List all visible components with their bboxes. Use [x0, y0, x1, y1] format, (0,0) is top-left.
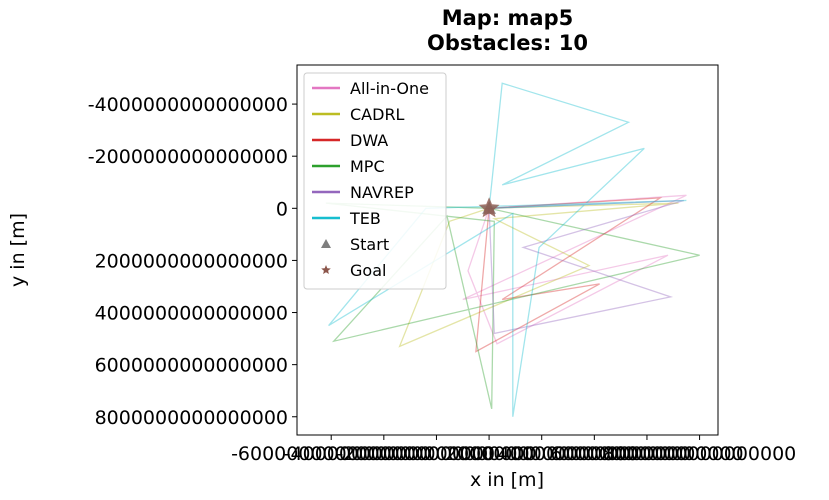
- x-tick-label: 0: [483, 443, 495, 465]
- plot-frame: [296, 64, 719, 436]
- legend-label: NAVREP: [350, 183, 414, 202]
- x-tick-label: 8000000000000000: [603, 443, 796, 465]
- x-tick-label: 6000000000000000: [550, 443, 743, 465]
- legend-label: TEB: [349, 209, 381, 228]
- legend-label: DWA: [350, 131, 388, 150]
- marker-star: [478, 197, 500, 218]
- y-tick-label: 4000000000000000: [95, 303, 288, 325]
- y-tick-label: -4000000000000000: [88, 94, 288, 116]
- legend-box: [303, 72, 447, 290]
- y-tick-label: 6000000000000000: [95, 355, 288, 377]
- x-tick-label: 4000000000000000: [498, 443, 691, 465]
- y-tick-label: 2000000000000000: [95, 250, 288, 272]
- y-axis-label: y in [m]: [7, 213, 29, 287]
- legend-label: Goal: [350, 261, 386, 280]
- trajectory: [488, 199, 684, 335]
- x-tick-label: -4000000000000000: [284, 443, 484, 465]
- legend-label: Start: [350, 235, 389, 254]
- x-tick-label: -2000000000000000: [336, 443, 536, 465]
- legend-marker: [321, 265, 331, 274]
- y-tick-label: -2000000000000000: [88, 146, 288, 168]
- x-tick-label: 2000000000000000: [445, 443, 638, 465]
- trajectory: [328, 82, 687, 417]
- x-tick-label: -6000000000000000: [231, 443, 431, 465]
- legend-label: All-in-One: [350, 79, 429, 98]
- trajectory: [398, 202, 679, 348]
- legend-label: MPC: [350, 157, 385, 176]
- x-axis-label: x in [m]: [470, 469, 544, 491]
- y-tick-label: 0: [276, 198, 288, 220]
- y-tick-label: 8000000000000000: [95, 407, 288, 429]
- legend-label: CADRL: [350, 105, 405, 124]
- chart-title: Map: map5 Obstacles: 10: [427, 6, 588, 55]
- trajectory: [462, 194, 687, 345]
- legend-marker: [321, 239, 331, 248]
- trajectory: [475, 197, 663, 353]
